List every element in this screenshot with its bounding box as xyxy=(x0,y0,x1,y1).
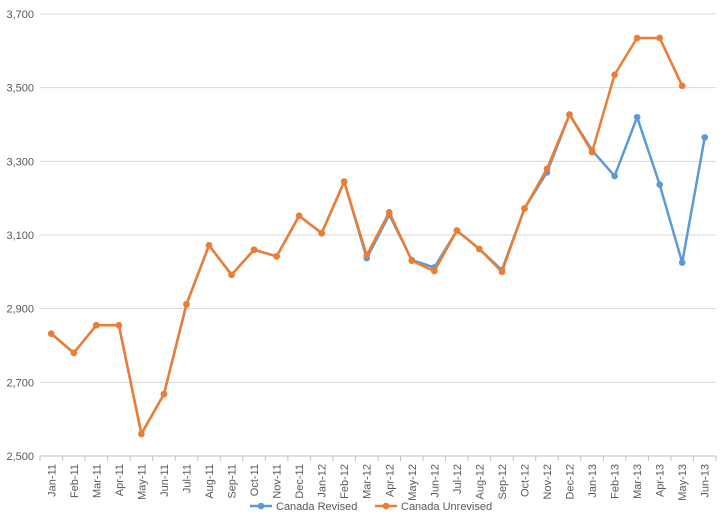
data-point xyxy=(476,245,483,253)
data-point xyxy=(588,148,596,156)
x-tick-label: Sep-12 xyxy=(497,464,509,499)
y-tick-label: 3,700 xyxy=(6,9,34,21)
legend-label: Canada Revised xyxy=(276,501,357,513)
data-point xyxy=(70,349,78,357)
x-tick-label: Nov-12 xyxy=(542,464,554,499)
y-tick-label: 3,500 xyxy=(6,83,34,95)
data-point xyxy=(205,242,213,249)
legend-marker xyxy=(382,502,390,510)
y-tick-label: 2,500 xyxy=(6,451,34,463)
x-tick-label: Aug-12 xyxy=(474,464,486,499)
data-point xyxy=(273,253,280,260)
y-tick-label: 2,700 xyxy=(6,377,34,389)
series-lines xyxy=(47,34,709,438)
x-tick-label: May-12 xyxy=(407,464,419,501)
data-point xyxy=(543,165,551,172)
data-point xyxy=(611,172,618,180)
data-point xyxy=(228,271,235,279)
series-line xyxy=(50,113,706,436)
data-point xyxy=(678,82,686,90)
data-point xyxy=(318,229,325,237)
y-axis-ticks: 2,500 2,700 2,900 3,100 3,300 3,500 3,700 xyxy=(6,9,34,463)
data-point xyxy=(566,111,573,118)
y-tick-label: 3,300 xyxy=(6,156,34,168)
x-tick-label: Jan-13 xyxy=(587,464,599,498)
series-canada-unrevised xyxy=(47,34,686,438)
x-tick-label: Feb-13 xyxy=(610,464,622,499)
data-point xyxy=(183,300,190,308)
x-tick-label: Oct-12 xyxy=(519,464,531,497)
x-tick-label: Sep-11 xyxy=(227,464,239,499)
x-tick-label: Jul-12 xyxy=(452,464,464,494)
data-point xyxy=(453,227,461,234)
x-tick-label: Aug-11 xyxy=(204,464,216,499)
data-point xyxy=(656,34,663,42)
x-tick-label: Oct-11 xyxy=(249,464,261,496)
data-point xyxy=(250,246,258,254)
x-tick-label: Feb-11 xyxy=(69,464,81,498)
x-tick-label: Apr-12 xyxy=(384,464,396,497)
x-tick-label: Nov-11 xyxy=(272,464,284,499)
data-point xyxy=(160,390,168,398)
data-point xyxy=(498,268,506,276)
x-tick-label: Jun-13 xyxy=(700,464,712,498)
data-point xyxy=(431,267,438,275)
data-point xyxy=(678,259,686,266)
data-point xyxy=(295,212,303,220)
x-tick-label: Mar-12 xyxy=(362,464,374,499)
x-tick-label: Jun-11 xyxy=(159,464,171,497)
legend-item: Canada Revised xyxy=(250,501,357,513)
data-point xyxy=(633,113,641,121)
legend-marker xyxy=(257,502,265,510)
y-tick-label: 3,100 xyxy=(6,230,34,242)
x-axis-ticks: Jan-11 Feb-11 Mar-11 Apr-11 May-11 Jun-11 Jul-… xyxy=(39,455,717,501)
data-point xyxy=(47,330,55,338)
legend-item: Canada Unrevised xyxy=(375,501,492,513)
data-point xyxy=(115,321,123,329)
data-point xyxy=(701,134,709,141)
x-tick-label: Jan-11 xyxy=(46,464,58,497)
series-line xyxy=(50,36,684,436)
x-tick-label: Dec-11 xyxy=(294,464,306,499)
legend-label: Canada Unrevised xyxy=(401,501,492,513)
data-point xyxy=(633,34,641,42)
gridlines xyxy=(40,13,716,457)
y-tick-label: 2,900 xyxy=(6,304,34,316)
x-tick-label: May-11 xyxy=(136,464,148,500)
x-tick-label: Jun-12 xyxy=(429,464,441,498)
data-point xyxy=(385,208,393,216)
x-tick-label: Jul-11 xyxy=(181,464,193,493)
x-tick-label: May-13 xyxy=(677,464,689,501)
data-point xyxy=(611,71,618,79)
data-point xyxy=(340,178,348,185)
data-point xyxy=(656,181,663,188)
data-point xyxy=(408,257,416,265)
x-tick-label: Jan-12 xyxy=(317,464,329,498)
data-point xyxy=(138,430,145,438)
legend: Canada Revised Canada Unrevised xyxy=(250,501,492,513)
data-point xyxy=(521,205,528,212)
x-tick-label: Dec-12 xyxy=(565,464,577,499)
data-point xyxy=(363,251,371,259)
x-tick-label: Apr-11 xyxy=(114,464,126,496)
series-canada-revised xyxy=(47,111,709,438)
x-tick-label: Feb-12 xyxy=(339,464,351,499)
x-tick-label: Apr-13 xyxy=(655,464,667,497)
x-tick-label: Mar-13 xyxy=(632,464,644,499)
data-point xyxy=(93,321,100,329)
x-tick-label: Mar-11 xyxy=(91,464,103,498)
